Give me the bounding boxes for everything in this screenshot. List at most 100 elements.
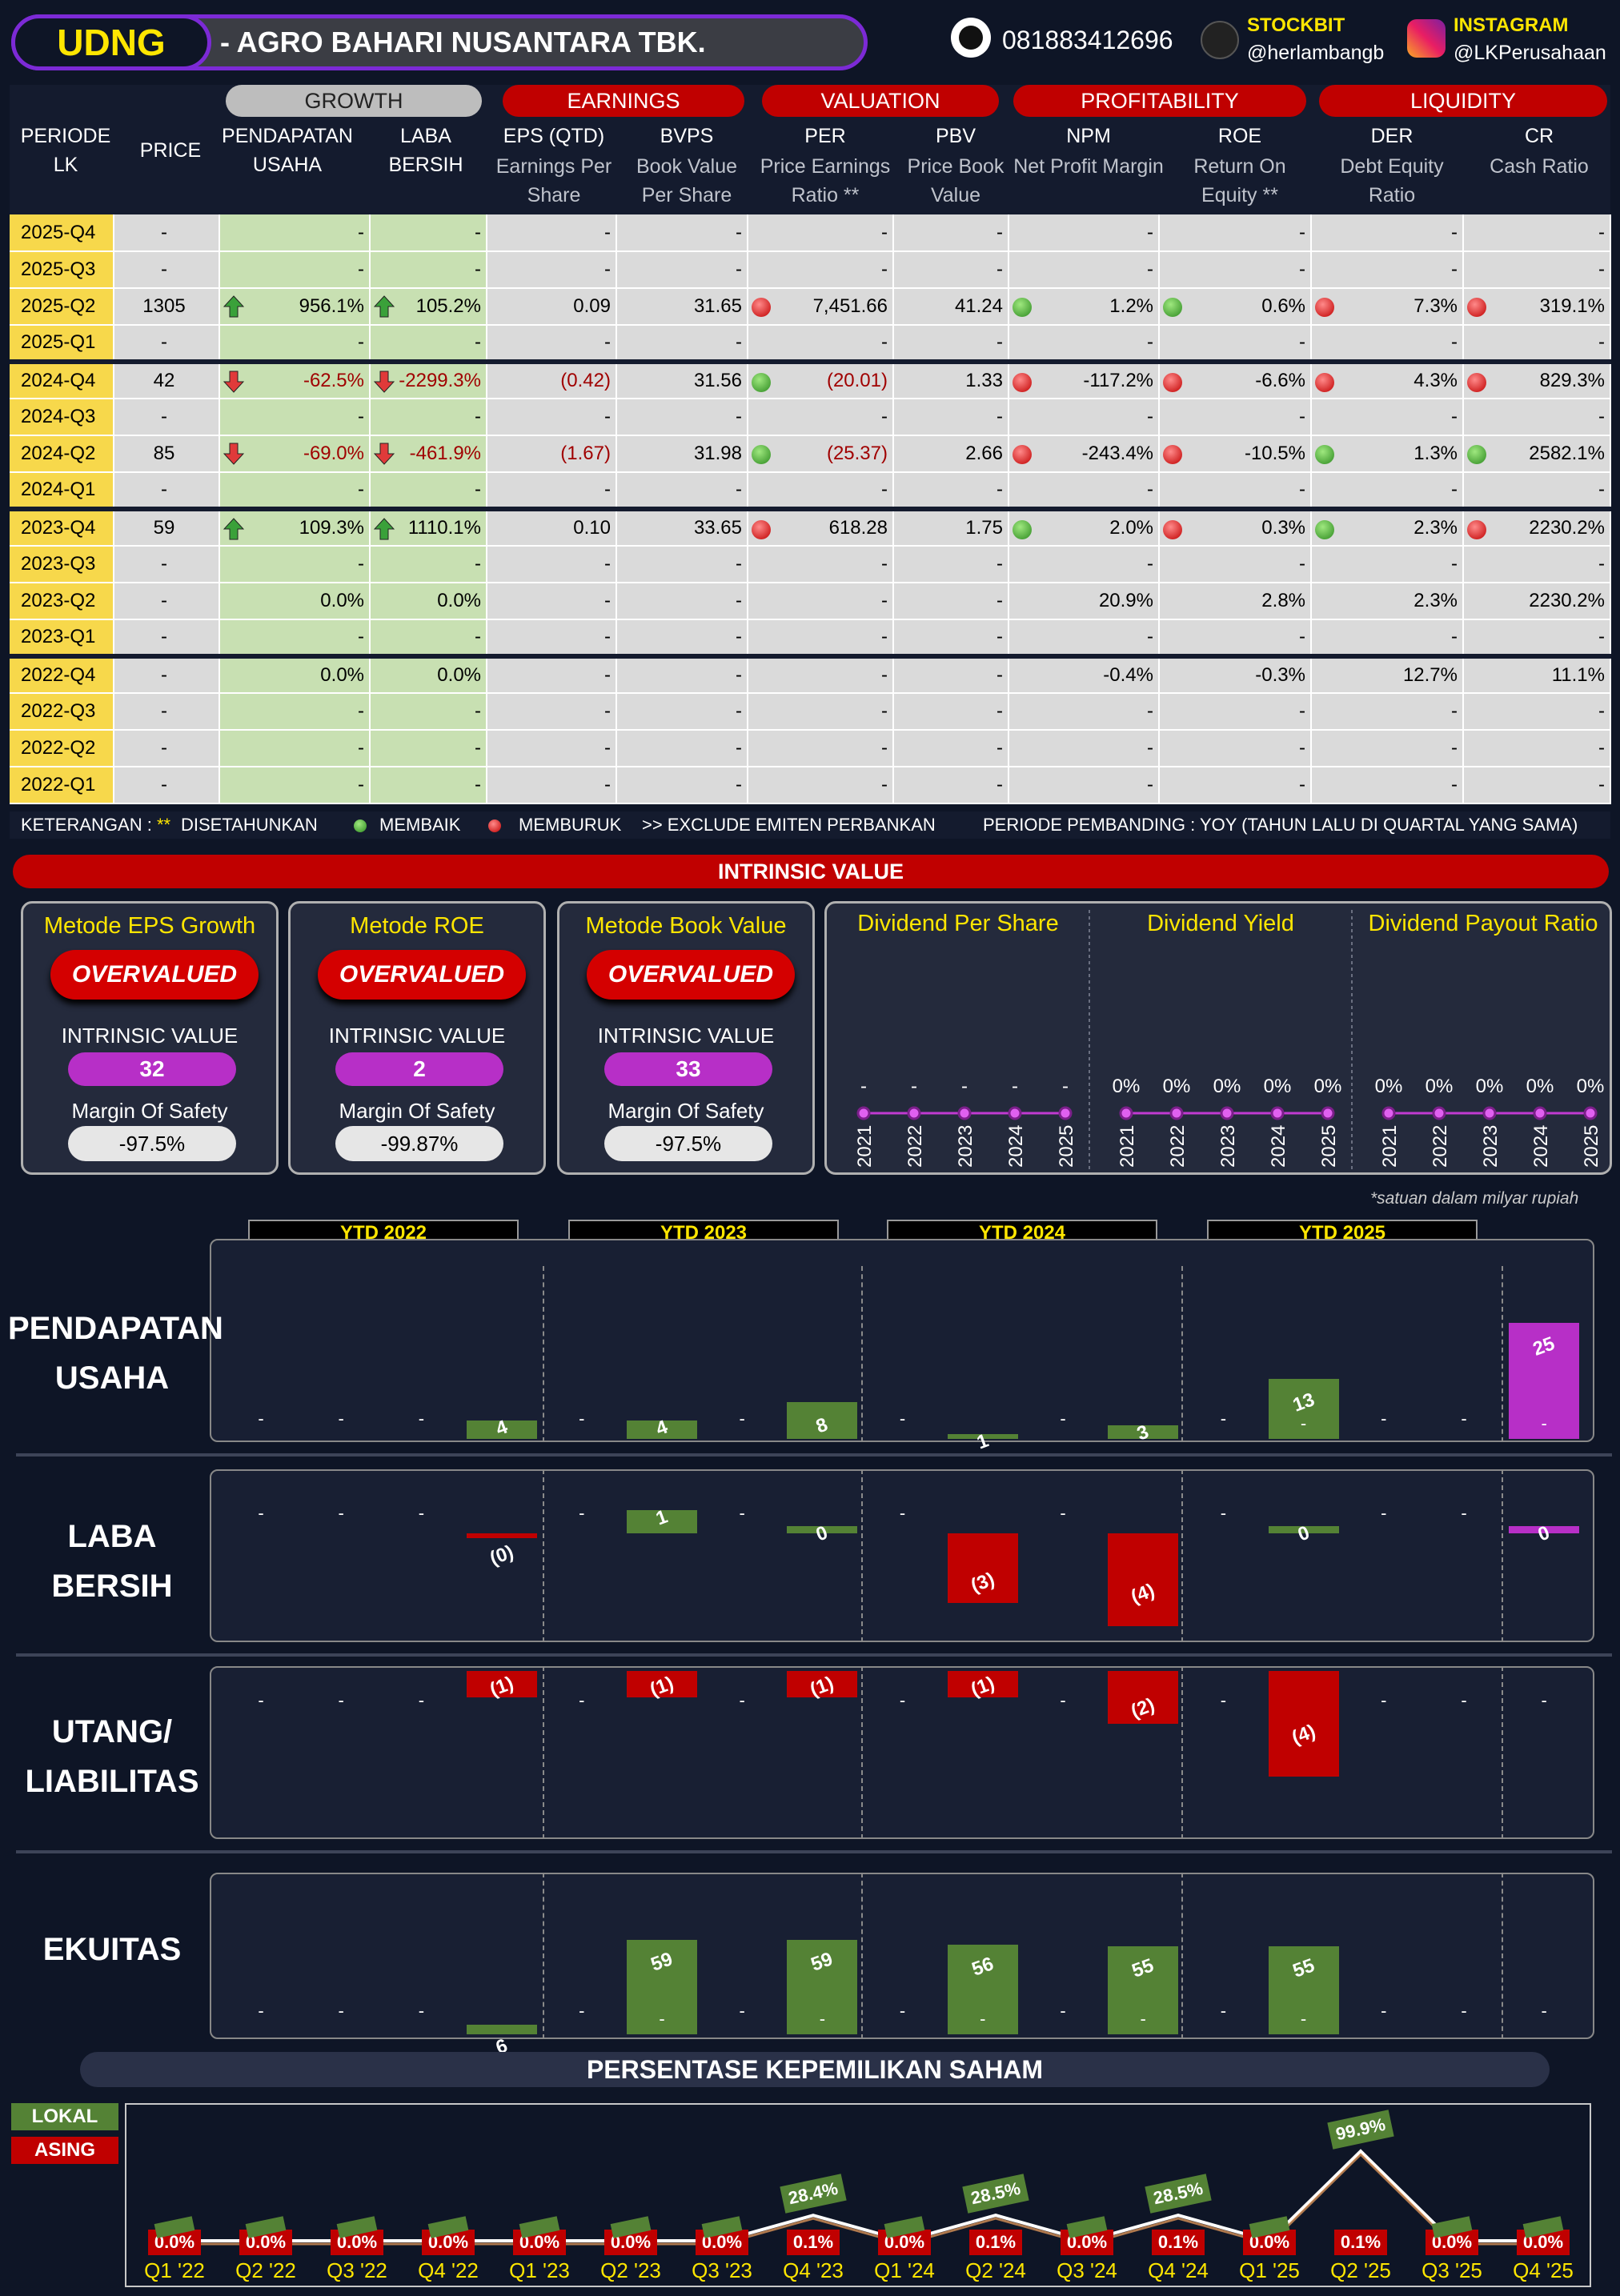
row-label-line2: USAHA: [54, 1360, 170, 1396]
asing-value-label: 0.0%: [696, 2230, 748, 2255]
cell-value: -: [358, 700, 364, 722]
cell-value: -: [161, 258, 167, 280]
cell-npm: -243.4%: [1008, 435, 1160, 473]
cell-price: -: [114, 767, 220, 804]
cell-eps: -: [487, 325, 617, 363]
intrinsic-value-label: INTRINSIC VALUE: [328, 1024, 506, 1048]
ytd-divider: [1181, 1469, 1183, 1642]
cell-pbv: -: [893, 325, 1009, 363]
asing-value-label: 0.1%: [787, 2230, 840, 2255]
cell-value: 0.10: [573, 517, 611, 539]
cell-value: (1.67): [560, 443, 611, 464]
intrinsic-value-label: INTRINSIC VALUE: [61, 1024, 239, 1048]
bar-label: -: [1060, 1503, 1066, 1523]
cell-eps: -: [487, 730, 617, 767]
quarter-label: Q1 '24: [874, 2258, 935, 2282]
group-valuation: VALUATION: [762, 85, 999, 117]
dividend-year-label: 2024: [1268, 1125, 1289, 1168]
margin-of-safety-value: -97.5%: [604, 1126, 772, 1161]
quarter-label: Q3 '22: [327, 2258, 387, 2282]
dividend-chart: Dividend Per Share - 2021 - 2022 - 2023 - 2024 - 2…: [854, 910, 1604, 1172]
cell-eps: -: [487, 399, 617, 436]
cell-value: -: [1451, 406, 1458, 427]
green-dot-icon: [1467, 445, 1486, 464]
bar: [1108, 1533, 1179, 1626]
cell-bvps: -: [616, 654, 748, 694]
cell-value: -: [1147, 221, 1153, 243]
cell-value: 12.7%: [1402, 664, 1458, 686]
anlz-divider: [1502, 1873, 1503, 2039]
cell-value: 0.3%: [1261, 517, 1305, 539]
table-row: 2022-Q3 - - - - - - - - - - -: [10, 693, 1611, 731]
dividend-year-label: 2022: [1430, 1125, 1451, 1168]
dividend-point: [1058, 1106, 1073, 1120]
cell-roe: -: [1159, 693, 1312, 731]
dividend-year-label: 2023: [1217, 1125, 1239, 1168]
hdr-np: LABA BERSIH: [388, 125, 463, 176]
cell-eps: -: [487, 472, 617, 510]
cell-cr: -: [1463, 619, 1611, 657]
cell-rev: -: [219, 399, 371, 436]
cell-p: 2022-Q1: [10, 767, 114, 804]
cell-rev: 0.0%: [219, 654, 371, 694]
cell-pbv: -: [893, 399, 1009, 436]
cell-value: 33.65: [693, 517, 742, 539]
cell-roe: -: [1159, 325, 1312, 363]
cell-pbv: -: [893, 767, 1009, 804]
cell-per: 618.28: [748, 507, 894, 547]
cell-value: 2024-Q2: [21, 443, 96, 464]
quarter-label: Q4 '22: [418, 2258, 479, 2282]
phone-glyph: [959, 26, 983, 50]
dividend-value-label: 0%: [1113, 1076, 1141, 1097]
cell-per: -: [748, 730, 894, 767]
cell-value: -: [475, 737, 481, 759]
cell-value: 2023-Q2: [21, 590, 96, 611]
cell-value: -: [1299, 221, 1305, 243]
intrinsic-value: 33: [604, 1052, 772, 1086]
cell-value: -: [736, 774, 742, 795]
cell-value: -: [881, 258, 888, 280]
hdr-cr: CR: [1524, 125, 1554, 147]
cell-per: -: [748, 767, 894, 804]
cell-value: 1.3%: [1413, 443, 1458, 464]
cell-np: 0.0%: [370, 654, 487, 694]
cell-p: 2022-Q4: [10, 654, 114, 694]
hdr-per-sub: Price Earnings Ratio **: [760, 155, 891, 206]
instagram-label: INSTAGRAM: [1454, 14, 1569, 36]
ytd-divider: [543, 1666, 544, 1839]
cell-p: 2025-Q2: [10, 288, 114, 326]
cell-pbv: 1.33: [893, 359, 1009, 399]
cell-value: -: [358, 221, 364, 243]
dividend-value-label: 0%: [1163, 1076, 1191, 1097]
cell-value: -: [996, 700, 1003, 722]
cell-np: -: [370, 730, 487, 767]
cell-p: 2025-Q4: [10, 214, 114, 252]
bar-label: -: [258, 1503, 264, 1523]
cell-der: 4.3%: [1311, 359, 1464, 399]
bar-label: -: [1461, 2001, 1467, 2021]
ytd-divider: [861, 1666, 863, 1839]
dividend-year-label: 2025: [1581, 1125, 1602, 1168]
legend-memburuk: MEMBURUK: [519, 815, 622, 835]
cell-value: (20.01): [826, 370, 888, 391]
arrow-up-icon: [223, 295, 244, 318]
anlz-divider: [1502, 1469, 1503, 1642]
dividend-panel: Dividend Per Share - 2021 - 2022 - 2023 - 2024 - 2…: [824, 901, 1612, 1175]
cell-value: -: [881, 774, 888, 795]
cell-value: -: [1147, 406, 1153, 427]
bar: [1268, 1946, 1339, 2034]
card-title: Metode Book Value: [585, 913, 787, 939]
dividend-point: [1008, 1106, 1022, 1120]
cell-cr: 2582.1%: [1463, 435, 1611, 473]
dividend-point: [1321, 1106, 1335, 1120]
phone-number: 081883412696: [1002, 26, 1173, 54]
cell-rev: -62.5%: [219, 359, 371, 399]
cell-np: -2299.3%: [370, 359, 487, 399]
hdr-der: DER: [1370, 125, 1413, 147]
cell-pbv: -: [893, 693, 1009, 731]
cell-cr: -: [1463, 251, 1611, 289]
cell-value: -: [161, 406, 167, 427]
dividend-value-label: 0%: [1375, 1076, 1403, 1097]
bar: [947, 1671, 1018, 1697]
cell-roe: -0.3%: [1159, 654, 1312, 694]
